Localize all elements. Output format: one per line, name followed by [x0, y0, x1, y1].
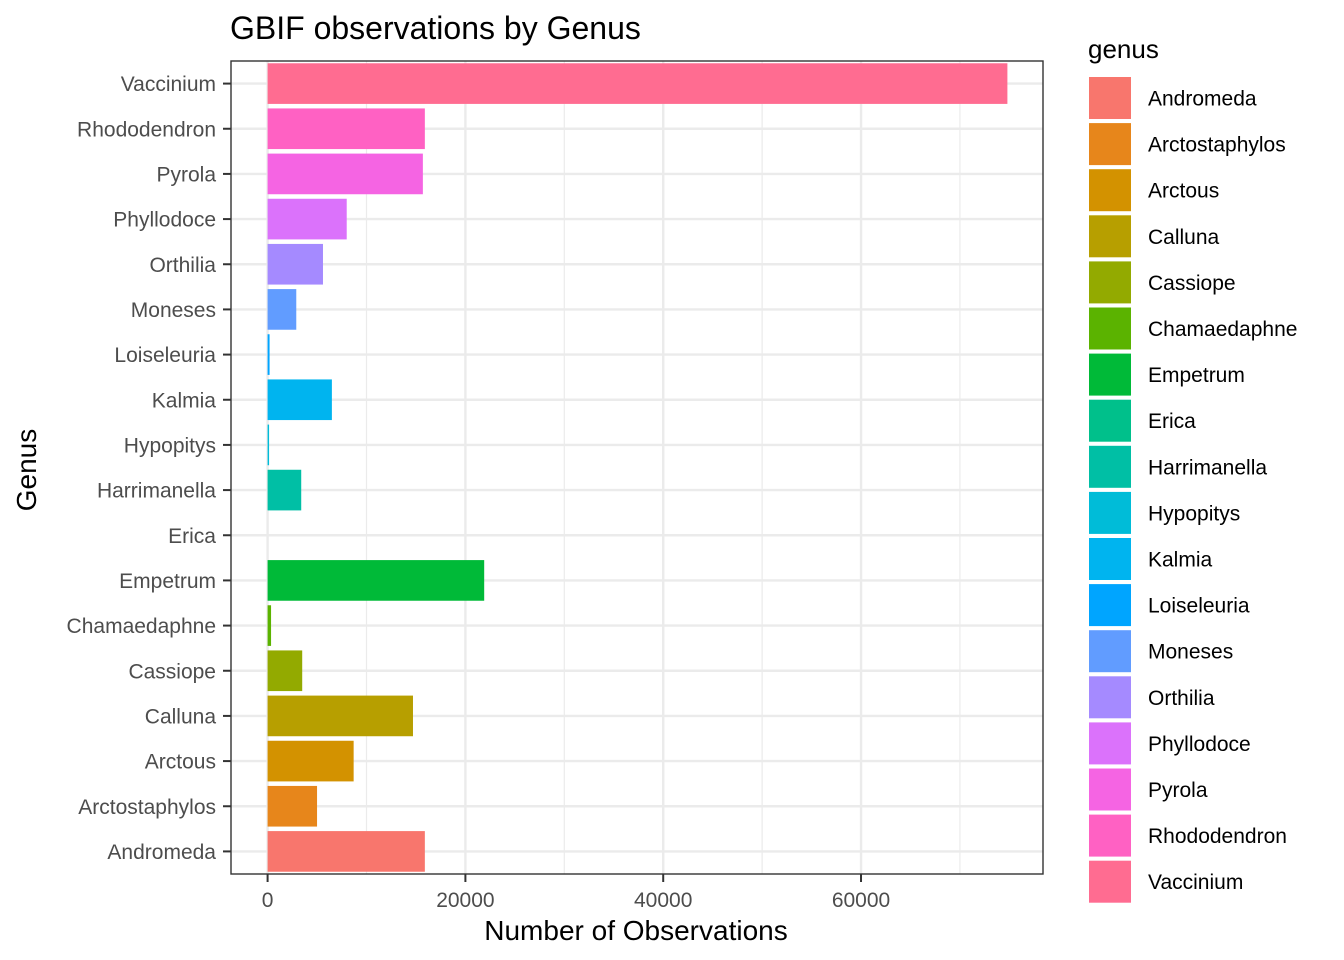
legend-key-loiseleuria	[1089, 584, 1131, 627]
bar-harrimanella	[267, 469, 302, 511]
y-tick-label: Orthilia	[149, 254, 216, 277]
legend-label: Andromeda	[1148, 88, 1257, 111]
legend-label: Vaccinium	[1148, 871, 1243, 894]
bar-empetrum	[267, 560, 485, 601]
legend-key-rhododendron	[1089, 814, 1131, 857]
chart-title: GBIF observations by Genus	[230, 10, 641, 46]
y-tick-label: Cassiope	[128, 660, 216, 683]
legend-label: Empetrum	[1148, 364, 1245, 387]
legend-key-kalmia	[1089, 538, 1131, 580]
legend-key-empetrum	[1089, 353, 1131, 396]
legend-key-erica	[1089, 399, 1131, 442]
legend-label: Kalmia	[1148, 549, 1213, 572]
y-tick-label: Loiseleuria	[114, 344, 216, 367]
bar-andromeda	[267, 831, 425, 872]
bar-rhododendron	[267, 108, 425, 150]
legend-label: Cassiope	[1148, 272, 1236, 295]
x-tick-label: 40000	[634, 889, 692, 912]
panel-border	[230, 60, 1044, 875]
legend-key-moneses	[1089, 630, 1131, 673]
legend-label: Phyllodoce	[1148, 733, 1251, 756]
legend-key-orthilia	[1089, 676, 1131, 719]
bar-cassiope	[267, 650, 303, 692]
y-tick-label: Vaccinium	[121, 73, 216, 96]
y-tick-label: Chamaedaphne	[67, 615, 216, 638]
y-tick-label: Arctous	[145, 751, 216, 774]
bar-phyllodoce	[267, 198, 347, 240]
bar-vaccinium	[267, 63, 1008, 104]
y-tick-label: Moneses	[131, 299, 216, 322]
bar-pyrola	[267, 153, 423, 195]
legend-label: Rhododendron	[1148, 825, 1287, 848]
legend-label: Loiseleuria	[1148, 595, 1250, 618]
bar-moneses	[267, 289, 297, 330]
legend-key-phyllodoce	[1089, 722, 1131, 765]
bar-kalmia	[267, 379, 332, 421]
legend-key-chamaedaphne	[1089, 307, 1131, 350]
legend-label: Harrimanella	[1148, 456, 1267, 479]
legend-label: Arctostaphylos	[1148, 134, 1286, 157]
y-tick-label: Andromeda	[107, 841, 216, 864]
y-tick-label: Calluna	[145, 705, 217, 728]
legend-key-arctous	[1089, 169, 1131, 212]
y-tick-label: Harrimanella	[97, 480, 216, 503]
legend-key-arctostaphylos	[1089, 123, 1131, 166]
legend: Andromeda Arctostaphylos Arctous Calluna Cas…	[1089, 77, 1297, 903]
y-tick-label: Hypopitys	[124, 434, 216, 457]
legend-label: Erica	[1148, 410, 1196, 433]
y-tick-label: Phyllodoce	[113, 209, 216, 232]
bar-arctous	[267, 740, 354, 782]
y-axis-label: Genus	[11, 429, 42, 512]
y-tick-label: Arctostaphylos	[78, 796, 216, 819]
x-axis-label: Number of Observations	[484, 915, 787, 946]
bar-orthilia	[267, 243, 323, 285]
legend-label: Chamaedaphne	[1148, 318, 1297, 341]
legend-key-vaccinium	[1089, 860, 1131, 903]
y-tick-label: Erica	[168, 525, 216, 548]
y-tick-label: Rhododendron	[77, 118, 216, 141]
legend-label: Calluna	[1148, 226, 1220, 249]
legend-key-pyrola	[1089, 768, 1131, 811]
legend-key-hypopitys	[1089, 491, 1131, 534]
legend-key-calluna	[1089, 215, 1131, 258]
plot-panel: Andromeda Arctostaphylos Arctous Calluna Cas…	[67, 60, 1044, 912]
y-tick-label: Empetrum	[119, 570, 216, 593]
legend-label: Orthilia	[1148, 687, 1215, 710]
legend-key-andromeda	[1089, 77, 1131, 119]
bar-loiseleuria	[267, 334, 270, 375]
bar-chamaedaphne	[267, 605, 272, 646]
x-tick-label: 60000	[832, 889, 890, 912]
legend-key-cassiope	[1089, 261, 1131, 304]
x-tick-label: 20000	[436, 889, 494, 912]
y-tick-label: Pyrola	[156, 163, 216, 186]
legend-label: Arctous	[1148, 180, 1219, 203]
x-tick-label: 0	[262, 889, 274, 912]
bar-calluna	[267, 695, 413, 737]
y-tick-label: Kalmia	[152, 389, 217, 412]
legend-title: genus	[1088, 34, 1159, 64]
bar-arctostaphylos	[267, 785, 318, 827]
legend-label: Pyrola	[1148, 779, 1208, 802]
legend-key-harrimanella	[1089, 445, 1131, 488]
legend-label: Hypopitys	[1148, 502, 1240, 525]
legend-label: Moneses	[1148, 641, 1233, 664]
bar-hypopitys	[267, 424, 270, 466]
